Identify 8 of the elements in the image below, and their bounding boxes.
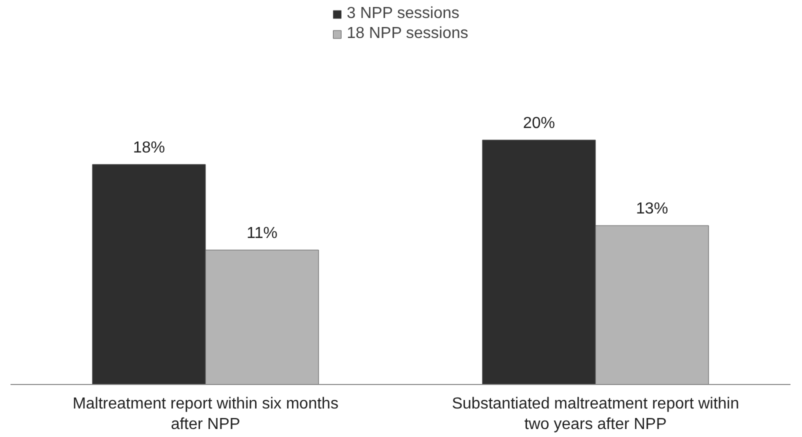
legend-label: 3 NPP sessions — [346, 5, 460, 23]
data-label: 11% — [246, 225, 278, 242]
x-tick-label: Maltreatment report within six months after NPP — [72, 396, 338, 433]
data-label: 13% — [636, 200, 668, 218]
data-label: 18% — [132, 139, 165, 156]
data-label: 20% — [522, 114, 555, 132]
x-tick-label: Substantiated maltreatment report within two years after NPP — [452, 396, 740, 433]
legend-label: 18 NPP sessions — [346, 25, 468, 43]
